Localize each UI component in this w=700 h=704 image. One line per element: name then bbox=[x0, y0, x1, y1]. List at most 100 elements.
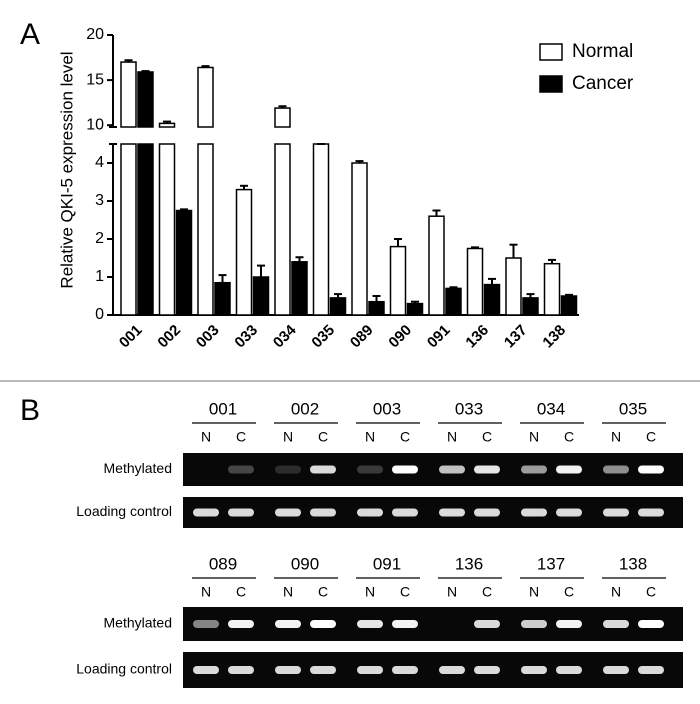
sample-label: 090 bbox=[291, 554, 319, 573]
bar bbox=[214, 281, 231, 316]
lane-label: N bbox=[611, 584, 621, 600]
error-bar bbox=[432, 209, 441, 217]
lane-label: C bbox=[482, 584, 492, 600]
lane-label: C bbox=[646, 429, 656, 445]
x-tick-label: 002 bbox=[154, 322, 184, 352]
gel-band bbox=[521, 620, 547, 628]
gel-band bbox=[474, 465, 500, 474]
bar-upper bbox=[137, 71, 154, 128]
gel-band bbox=[556, 666, 582, 674]
bar-upper bbox=[120, 61, 137, 128]
error-bar bbox=[124, 59, 133, 63]
row-label: Loading control bbox=[76, 661, 172, 677]
lane-label: N bbox=[447, 584, 457, 600]
error-bar bbox=[411, 300, 419, 304]
gel-band bbox=[310, 620, 336, 628]
gel-band bbox=[474, 666, 500, 674]
x-tick-label: 089 bbox=[347, 322, 377, 352]
gel-band bbox=[228, 620, 254, 628]
y-tick-label: 15 bbox=[86, 71, 104, 88]
error-bar bbox=[548, 258, 556, 264]
legend-label: Normal bbox=[572, 41, 633, 62]
sample-label: 091 bbox=[373, 554, 401, 573]
bar bbox=[543, 262, 561, 316]
bar bbox=[505, 257, 522, 316]
lane-label: N bbox=[283, 584, 293, 600]
error-bar bbox=[471, 246, 479, 249]
gel-band bbox=[556, 508, 582, 517]
bar bbox=[389, 245, 407, 316]
bar bbox=[235, 188, 253, 316]
bar bbox=[120, 143, 137, 316]
lane-label: C bbox=[236, 584, 246, 600]
error-bar bbox=[201, 65, 210, 68]
bar bbox=[368, 300, 385, 316]
gel-band bbox=[357, 666, 383, 674]
gel-band bbox=[275, 666, 301, 674]
y-tick-label: 0 bbox=[95, 306, 104, 323]
gel-band bbox=[603, 666, 629, 674]
x-tick-label: 033 bbox=[231, 322, 261, 352]
sample-label: 033 bbox=[455, 399, 483, 418]
lane-label: C bbox=[318, 584, 328, 600]
gel-band bbox=[556, 465, 582, 474]
error-bar bbox=[240, 184, 248, 190]
lane-label: N bbox=[447, 429, 457, 445]
y-tick-label: 20 bbox=[86, 26, 104, 43]
gel-band bbox=[275, 620, 301, 628]
lane-label: C bbox=[236, 429, 246, 445]
gel-band bbox=[392, 508, 418, 517]
error-bar bbox=[565, 293, 573, 296]
bar-upper bbox=[197, 66, 214, 128]
lane-label: C bbox=[400, 429, 410, 445]
lane-label: N bbox=[201, 429, 211, 445]
bar bbox=[351, 162, 368, 316]
bar-upper bbox=[158, 122, 176, 128]
bar bbox=[274, 143, 291, 316]
y-axis-label: Relative QKI-5 expression level bbox=[57, 51, 76, 288]
gel-band bbox=[603, 508, 629, 517]
x-tick-label: 034 bbox=[270, 321, 300, 351]
y-tick-label: 2 bbox=[95, 230, 104, 247]
lane-label: N bbox=[529, 429, 539, 445]
sample-label: 003 bbox=[373, 399, 401, 418]
error-bar bbox=[355, 160, 364, 163]
gel-band bbox=[521, 508, 547, 517]
gel-band bbox=[310, 465, 336, 474]
error-bar bbox=[257, 264, 265, 277]
gel-band bbox=[228, 465, 254, 474]
y-tick-label: 3 bbox=[95, 192, 104, 209]
sample-label: 089 bbox=[209, 554, 237, 573]
error-bar bbox=[180, 208, 188, 211]
sample-label: 138 bbox=[619, 554, 647, 573]
gel-band bbox=[228, 666, 254, 674]
panel-label: B bbox=[20, 394, 40, 427]
gel-band bbox=[638, 508, 664, 517]
sample-label: 034 bbox=[537, 399, 565, 418]
error-bar bbox=[526, 293, 535, 298]
bar bbox=[291, 261, 308, 316]
gel-band bbox=[392, 666, 418, 674]
gel-band bbox=[439, 508, 465, 517]
bar bbox=[329, 297, 347, 316]
sample-label: 035 bbox=[619, 399, 647, 418]
sample-label: 136 bbox=[455, 554, 483, 573]
gel-band bbox=[439, 666, 465, 674]
lane-label: N bbox=[201, 584, 211, 600]
gel-band bbox=[228, 508, 254, 517]
gel-band bbox=[474, 620, 500, 628]
error-bar bbox=[278, 105, 287, 109]
lane-label: N bbox=[529, 584, 539, 600]
gel-band bbox=[275, 508, 301, 517]
gel-band bbox=[193, 620, 219, 628]
panel-label: A bbox=[20, 18, 40, 51]
lane-label: N bbox=[365, 584, 375, 600]
gel-band bbox=[310, 508, 336, 517]
gel-band bbox=[357, 508, 383, 517]
row-label: Methylated bbox=[104, 460, 172, 476]
lane-label: C bbox=[646, 584, 656, 600]
gel-band bbox=[357, 620, 383, 628]
x-tick-label: 091 bbox=[424, 322, 454, 352]
lane-label: N bbox=[283, 429, 293, 445]
